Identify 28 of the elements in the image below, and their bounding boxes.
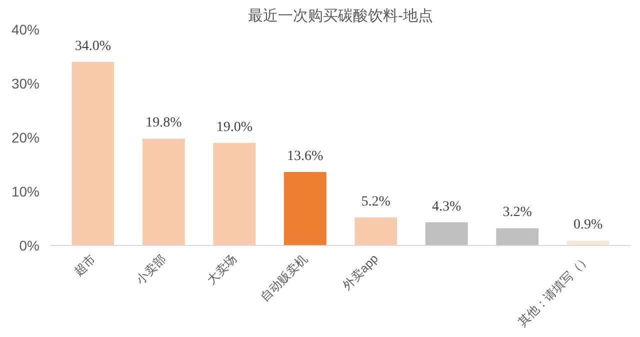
bar	[284, 172, 326, 246]
x-tick-label: 自动贩卖机	[258, 252, 310, 304]
y-tick-label: 20%	[11, 130, 40, 146]
data-label: 13.6%	[287, 149, 324, 164]
data-label: 19.0%	[216, 120, 253, 135]
bar	[213, 142, 256, 246]
y-tick-label: 10%	[11, 184, 40, 200]
bar	[142, 138, 185, 246]
x-tick-label: 外卖app	[340, 251, 382, 293]
chart-title: 最近一次购买碳酸饮料-地点	[248, 8, 433, 24]
data-label: 34.0%	[74, 38, 112, 54]
data-label: 3.2%	[502, 205, 532, 220]
y-tick-label: 0%	[19, 238, 40, 254]
x-tick-label: 小卖部	[133, 252, 169, 287]
y-tick-label: 40%	[11, 22, 40, 38]
x-tick-label: 大卖场	[204, 252, 240, 287]
data-label: 19.8%	[146, 116, 182, 131]
bar	[496, 228, 539, 246]
data-label: 5.2%	[361, 194, 391, 210]
data-label: 4.3%	[432, 199, 462, 214]
y-tick-label: 30%	[11, 76, 40, 92]
x-tick-label: 其他：请填写（）	[515, 252, 594, 330]
bar	[425, 222, 468, 246]
bar	[566, 240, 610, 246]
data-label: 0.9%	[573, 218, 603, 233]
x-tick-label: 超市	[71, 252, 98, 278]
bar	[354, 217, 398, 246]
bar	[72, 62, 114, 246]
